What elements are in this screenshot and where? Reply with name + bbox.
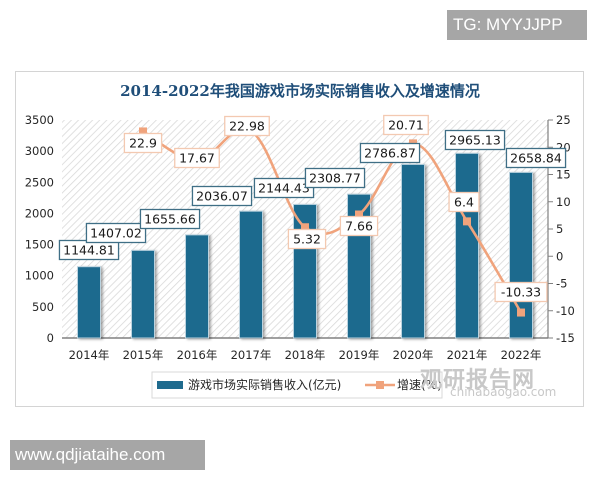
- x-axis-label: 2018年: [285, 348, 326, 362]
- svg-text:2144.43: 2144.43: [258, 181, 310, 196]
- x-axis-label: 2014年: [69, 348, 110, 362]
- bar-value-label: 1144.81: [58, 239, 120, 261]
- bar-value-label: 1655.66: [139, 208, 201, 230]
- legend-line-swatch: [376, 381, 384, 389]
- legend-line-label: 增速(%): [397, 378, 442, 392]
- x-axis-label: 2020年: [393, 348, 434, 362]
- legend-bar-swatch: [157, 381, 183, 389]
- svg-text:2786.87: 2786.87: [364, 146, 416, 161]
- svg-text:1144.81: 1144.81: [63, 243, 115, 258]
- svg-text:-10.33: -10.33: [501, 285, 541, 300]
- left-axis-tick: 1500: [25, 238, 54, 252]
- brand-watermark-url: chinabaogao.com: [450, 385, 557, 399]
- right-axis-tick: 0: [556, 249, 563, 263]
- svg-text:7.66: 7.66: [345, 219, 373, 234]
- bar: [455, 152, 479, 339]
- line-marker: [463, 217, 471, 226]
- line-marker: [139, 127, 147, 136]
- x-axis-labels: 2014年 2015年 2016年 2017年 2018年 2019年 2020年 2021年…: [69, 348, 542, 362]
- left-axis-tick: 3000: [25, 144, 54, 158]
- x-axis-label: 2019年: [339, 348, 380, 362]
- left-axis-tick: 500: [32, 300, 54, 314]
- svg-text:1407.02: 1407.02: [90, 226, 142, 241]
- line-data-labels: 22.9 17.67 22.98 5.32 7.66 20.71 6.4 -10.33: [123, 114, 548, 303]
- right-axis-tick: 5: [556, 222, 563, 236]
- x-axis-label: 2022年: [501, 348, 542, 362]
- right-axis-tick: -10: [556, 304, 575, 318]
- growth-value-label: -10.33: [494, 281, 548, 303]
- bar: [131, 249, 155, 339]
- bar-value-label: 2036.07: [191, 185, 253, 207]
- svg-text:22.98: 22.98: [229, 119, 265, 134]
- brand-watermark: 观研报告网: [420, 368, 536, 393]
- svg-text:2036.07: 2036.07: [196, 189, 248, 204]
- svg-text:1655.66: 1655.66: [144, 212, 196, 227]
- watermark-url: www.qdjiataihe.com: [10, 440, 205, 470]
- left-axis-tick: 2000: [25, 206, 54, 220]
- bar-value-label: 1407.02: [85, 222, 147, 244]
- bar-value-label: 2658.84: [505, 147, 567, 169]
- svg-text:2308.77: 2308.77: [309, 171, 361, 186]
- left-axis-tick: 3500: [25, 113, 54, 127]
- svg-text:17.67: 17.67: [179, 151, 215, 166]
- bar-value-label: 2144.43: [253, 177, 315, 199]
- right-axis-tick: 10: [556, 195, 571, 209]
- growth-value-label: 6.4: [448, 191, 480, 213]
- svg-text:22.9: 22.9: [129, 136, 157, 151]
- left-axis-tick: 2500: [25, 175, 54, 189]
- bar: [401, 163, 425, 339]
- svg-text:6.4: 6.4: [454, 195, 474, 210]
- left-axis: 0 500 1000 1500 2000 2500 3000 3500: [25, 113, 54, 345]
- bar: [77, 266, 101, 339]
- x-axis-label: 2016年: [177, 348, 218, 362]
- line-marker: [355, 210, 363, 219]
- svg-text:5.32: 5.32: [293, 232, 321, 247]
- left-axis-tick: 1000: [25, 269, 54, 283]
- growth-value-label: 5.32: [287, 228, 327, 250]
- bar: [239, 210, 263, 339]
- growth-value-label: 22.98: [224, 115, 270, 137]
- x-axis-label: 2021年: [447, 348, 488, 362]
- right-axis-tick: -5: [556, 277, 567, 291]
- svg-text:2658.84: 2658.84: [510, 151, 562, 166]
- left-axis-tick: 0: [47, 331, 54, 345]
- bar: [185, 234, 209, 339]
- x-axis-label: 2015年: [123, 348, 164, 362]
- growth-value-label: 7.66: [339, 215, 379, 237]
- growth-value-label: 20.71: [383, 114, 429, 136]
- bar-value-label: 2308.77: [304, 167, 366, 189]
- right-axis-tick: 15: [556, 168, 571, 182]
- chart-title: 2014-2022年我国游戏市场实际销售收入及增速情况: [120, 82, 480, 100]
- x-axis-label: 2017年: [231, 348, 272, 362]
- line-marker: [301, 223, 309, 232]
- growth-value-label: 17.67: [174, 147, 220, 169]
- watermark-tg: TG: MYYJJPP: [447, 10, 587, 40]
- svg-text:2965.13: 2965.13: [449, 133, 501, 148]
- bar-value-label: 2965.13: [444, 129, 506, 151]
- bar-value-label: 2786.87: [359, 142, 421, 164]
- svg-text:20.71: 20.71: [388, 118, 424, 133]
- right-axis-tick: 25: [556, 113, 571, 127]
- legend-bar-label: 游戏市场实际销售收入(亿元): [188, 377, 341, 392]
- right-axis-tick: -15: [556, 331, 575, 345]
- growth-value-label: 22.9: [123, 132, 163, 154]
- line-marker: [517, 308, 525, 317]
- legend: 游戏市场实际销售收入(亿元) 增速(%): [151, 371, 443, 399]
